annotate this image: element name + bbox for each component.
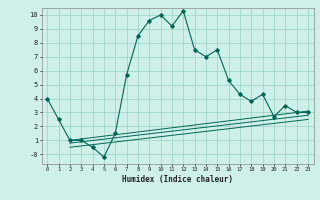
- X-axis label: Humidex (Indice chaleur): Humidex (Indice chaleur): [122, 175, 233, 184]
